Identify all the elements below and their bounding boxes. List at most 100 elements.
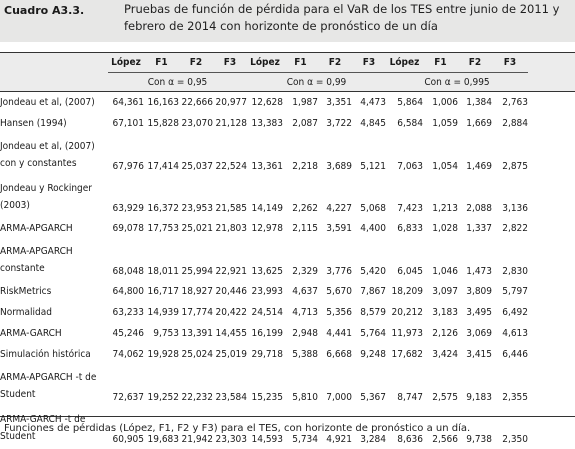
row-label: ARMA-APGARCH -t de Student: [0, 372, 97, 400]
table-cell: 2,566: [432, 434, 458, 445]
table-row: Normalidad 63,233 14,939 17,774 20,422 24,514…: [0, 302, 528, 323]
top-rule: [0, 52, 575, 53]
table-cell: 19,252: [147, 392, 179, 403]
column-header-row: López F1 F2 F3 López F1 F2 F3 López F1 F…: [0, 53, 528, 73]
col-header: López: [389, 57, 420, 68]
group-blank: [0, 73, 108, 93]
table-cell: 23,953: [181, 203, 213, 214]
row-label: RiskMetrics: [0, 286, 52, 297]
table-cell: 17,753: [147, 223, 179, 234]
table-cell: 5,734: [292, 434, 318, 445]
table-cell: 17,682: [391, 349, 423, 360]
table-cell: 5,810: [292, 392, 318, 403]
table-cell: 23,584: [215, 392, 247, 403]
table-cell: 2,115: [292, 223, 318, 234]
table-cell: 16,372: [147, 203, 179, 214]
table-cell: 4,845: [360, 118, 386, 129]
table-cell: 2,822: [502, 223, 528, 234]
table-cell: 1,384: [466, 97, 492, 108]
table-cell: 6,833: [397, 223, 423, 234]
table-cell: 19,683: [147, 434, 179, 445]
table-cell: 5,764: [360, 328, 386, 339]
table-row: Simulación histórica 74,062 19,928 25,024 25…: [0, 344, 528, 365]
table-cell: 3,424: [432, 349, 458, 360]
table-cell: 15,235: [251, 392, 283, 403]
table-cell: 2,875: [502, 161, 528, 172]
table-cell: 3,776: [326, 266, 352, 277]
table-cell: 14,939: [147, 307, 179, 318]
table-cell: 6,668: [326, 349, 352, 360]
table-cell: 7,063: [397, 161, 423, 172]
table-cell: 3,183: [432, 307, 458, 318]
group-header: Con α = 0,99: [247, 72, 386, 92]
table-cell: 4,613: [502, 328, 528, 339]
table-row: ARMA-APGARCH 69,078 17,753 25,021 21,803 12,9…: [0, 218, 528, 239]
table-cell: 16,717: [147, 286, 179, 297]
table-cell: 18,011: [147, 266, 179, 277]
table-cell: 8,636: [397, 434, 423, 445]
table-cell: 7,423: [397, 203, 423, 214]
table-row: Jondeau y Rockinger (2003) 63,929 16,372 23…: [0, 176, 528, 218]
table-cell: 64,800: [112, 286, 144, 297]
table-cell: 5,356: [326, 307, 352, 318]
table-cell: 74,062: [112, 349, 144, 360]
table-cell: 25,019: [215, 349, 247, 360]
table-cell: 5,068: [360, 203, 386, 214]
table-cell: 2,087: [292, 118, 318, 129]
row-label: Jondeau et al, (2007): [0, 97, 95, 108]
table-cell: 22,921: [215, 266, 247, 277]
table-row: RiskMetrics 64,800 16,717 18,927 20,446 23,99…: [0, 281, 528, 302]
table-row: ARMA-GARCH 45,246 9,753 13,391 14,455 16,199 2…: [0, 323, 528, 344]
table-cell: 5,670: [326, 286, 352, 297]
results-table: López F1 F2 F3 López F1 F2 F3 López F1 F…: [0, 53, 528, 449]
table-cell: 4,227: [326, 203, 352, 214]
table-cell: 1,054: [432, 161, 458, 172]
table-cell: 5,864: [397, 97, 423, 108]
table-cell: 45,246: [112, 328, 144, 339]
table-cell: 6,584: [397, 118, 423, 129]
table-cell: 21,942: [181, 434, 213, 445]
table-cell: 18,209: [391, 286, 423, 297]
table-cell: 2,329: [292, 266, 318, 277]
table-cell: 23,070: [181, 118, 213, 129]
table-cell: 3,495: [466, 307, 492, 318]
table-cell: 22,666: [181, 97, 213, 108]
table-row: Hansen (1994) 67,101 15,828 23,070 21,128 13,…: [0, 113, 528, 134]
table-footnote: Funciones de pérdidas (López, F1, F2 y F…: [4, 423, 471, 434]
table-cell: 69,078: [112, 223, 144, 234]
table-cell: 3,136: [502, 203, 528, 214]
table-row: Jondeau et al, (2007) 64,361 16,163 22,666 2…: [0, 92, 528, 113]
table-cell: 5,121: [360, 161, 386, 172]
row-label: Hansen (1994): [0, 118, 67, 129]
table-cell: 4,400: [360, 223, 386, 234]
table-cell: 14,455: [215, 328, 247, 339]
row-label: ARMA-APGARCH constante: [0, 246, 73, 274]
table-cell: 29,718: [251, 349, 283, 360]
table-cell: 15,828: [147, 118, 179, 129]
table-cell: 14,593: [251, 434, 283, 445]
table-cell: 8,747: [397, 392, 423, 403]
table-cell: 63,929: [112, 203, 144, 214]
col-header: F2: [328, 57, 342, 68]
table-cell: 2,218: [292, 161, 318, 172]
table-cell: 4,921: [326, 434, 352, 445]
table-cell: 1,006: [432, 97, 458, 108]
table-cell: 3,069: [466, 328, 492, 339]
header-blank: [0, 53, 108, 73]
table-cell: 5,420: [360, 266, 386, 277]
table-cell: 21,128: [215, 118, 247, 129]
table-cell: 1,046: [432, 266, 458, 277]
table-cell: 4,473: [360, 97, 386, 108]
table-cell: 2,350: [502, 434, 528, 445]
table-cell: 2,088: [466, 203, 492, 214]
table-cell: 6,492: [502, 307, 528, 318]
table-cell: 23,303: [215, 434, 247, 445]
table-cell: 25,024: [181, 349, 213, 360]
col-header: F1: [155, 57, 168, 68]
table-cell: 3,689: [326, 161, 352, 172]
table-cell: 7,000: [326, 392, 352, 403]
table-cell: 9,753: [153, 328, 179, 339]
col-header: López: [111, 57, 141, 68]
table-row: Jondeau et al, (2007) con y constantes 67…: [0, 134, 528, 176]
group-header: Con α = 0,995: [386, 72, 528, 92]
